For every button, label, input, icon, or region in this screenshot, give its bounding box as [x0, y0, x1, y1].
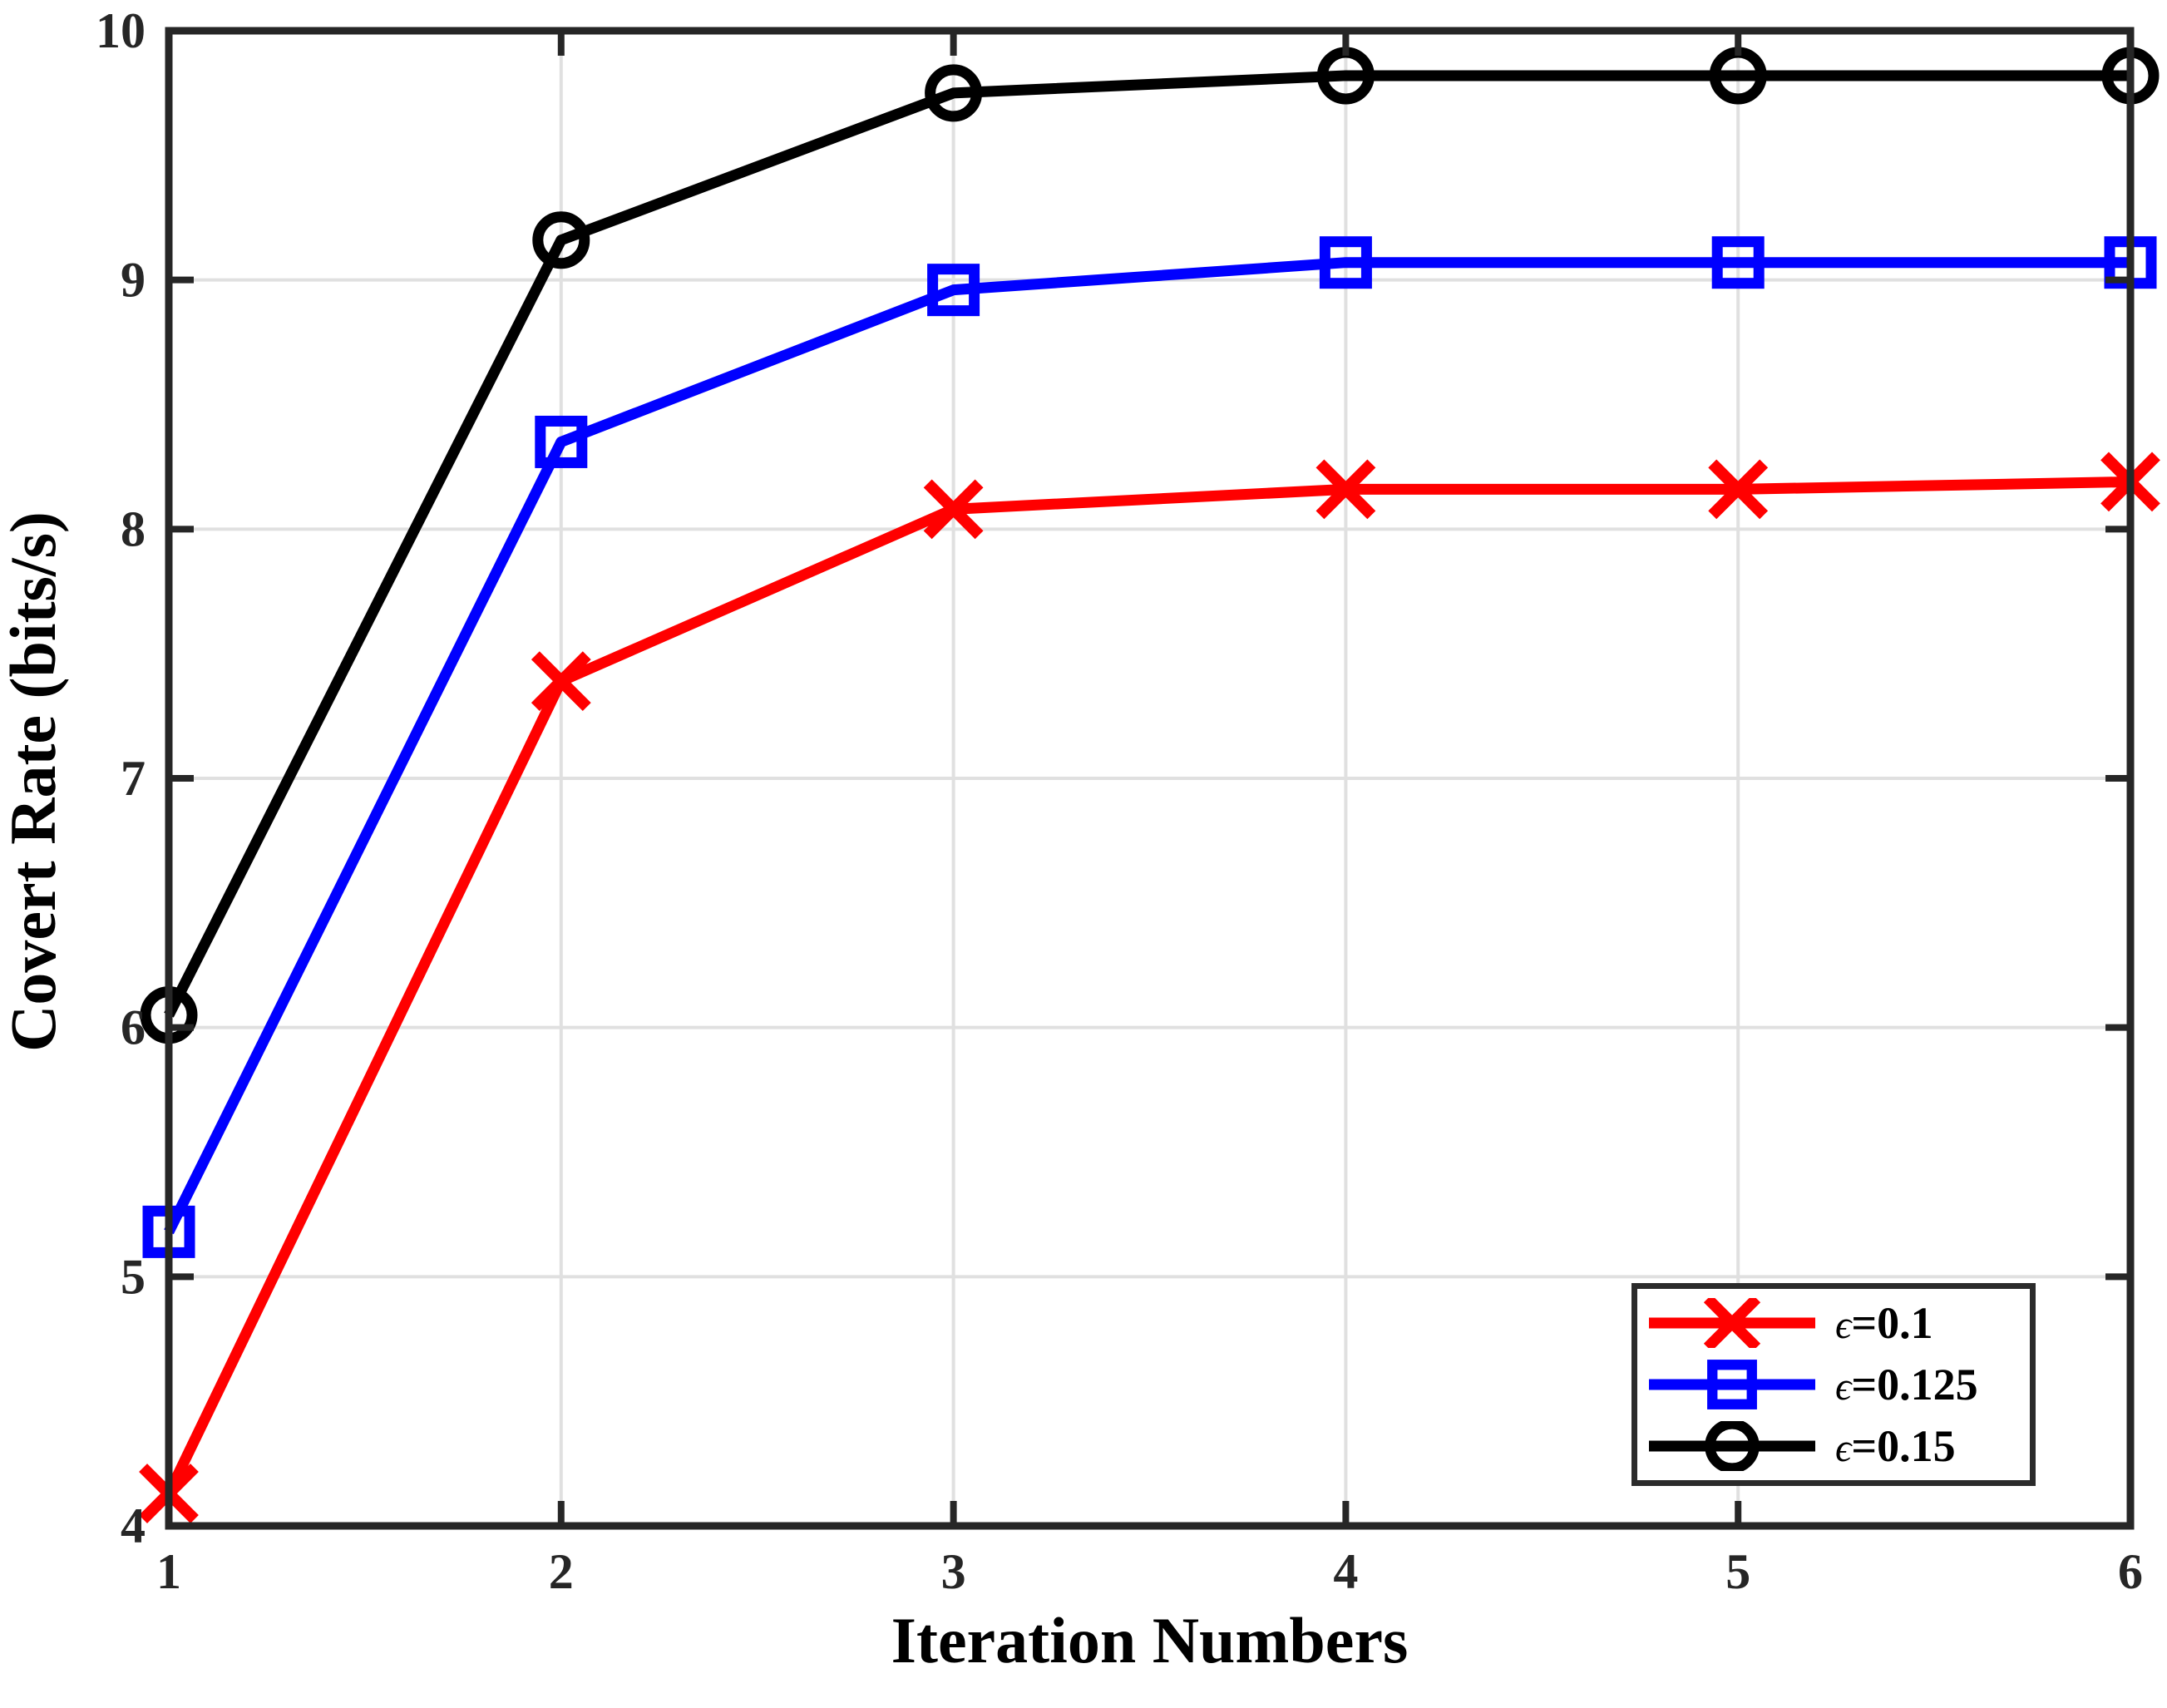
y-tick-label: 8	[121, 501, 146, 556]
legend-label: ϵ=0.15	[1835, 1421, 1956, 1471]
cross-marker-icon	[923, 479, 984, 540]
y-tick-label: 9	[121, 253, 146, 308]
legend-label: ϵ=0.125	[1835, 1360, 1978, 1409]
series-line	[164, 476, 2131, 1496]
circle-marker-icon	[532, 211, 590, 269]
x-axis-label: Iteration Numbers	[891, 1604, 1409, 1676]
series-line	[164, 70, 2130, 1018]
y-tick-label: 7	[121, 751, 146, 806]
circle-marker-icon	[1705, 1421, 1760, 1471]
y-tick-label: 4	[121, 1498, 146, 1553]
square-marker-icon	[535, 415, 588, 468]
square-marker-icon	[1319, 236, 1372, 289]
square-marker-icon	[1649, 1360, 1815, 1409]
y-tick-label: 6	[121, 1000, 146, 1055]
cross-marker-icon	[1703, 1298, 1761, 1348]
x-tick-label: 1	[156, 1544, 181, 1599]
legend-item: ϵ=0.125	[1637, 1356, 2030, 1413]
series-line	[164, 257, 2130, 1235]
square-marker-icon	[927, 264, 980, 317]
x-tick-label: 3	[941, 1544, 966, 1599]
cross-marker-icon	[1316, 459, 1376, 520]
square-marker-icon	[1711, 236, 1765, 289]
cross-marker-icon	[531, 651, 591, 712]
legend: ϵ=0.1 ϵ=0.125 ϵ=0.15	[1631, 1283, 2036, 1486]
legend-item: ϵ=0.15	[1637, 1418, 2030, 1474]
y-axis-label: Covert Rate (bits/s)	[0, 511, 69, 1052]
square-marker-icon	[1707, 1360, 1757, 1409]
circle-marker-icon	[1649, 1421, 1815, 1471]
legend-label: ϵ=0.1	[1835, 1298, 1933, 1348]
circle-marker-icon	[925, 64, 983, 122]
y-tick-label: 5	[121, 1249, 146, 1304]
axes-box	[165, 27, 2135, 1530]
x-tick-label: 6	[2118, 1544, 2143, 1599]
cross-marker-icon	[1708, 459, 1769, 520]
x-tick-label: 5	[1725, 1544, 1750, 1599]
x-tick-label: 2	[549, 1544, 574, 1599]
x-tick-label: 4	[1333, 1544, 1358, 1599]
legend-item: ϵ=0.1	[1637, 1295, 2030, 1351]
y-tick-label: 10	[96, 3, 146, 58]
cross-marker-icon	[1649, 1298, 1815, 1348]
